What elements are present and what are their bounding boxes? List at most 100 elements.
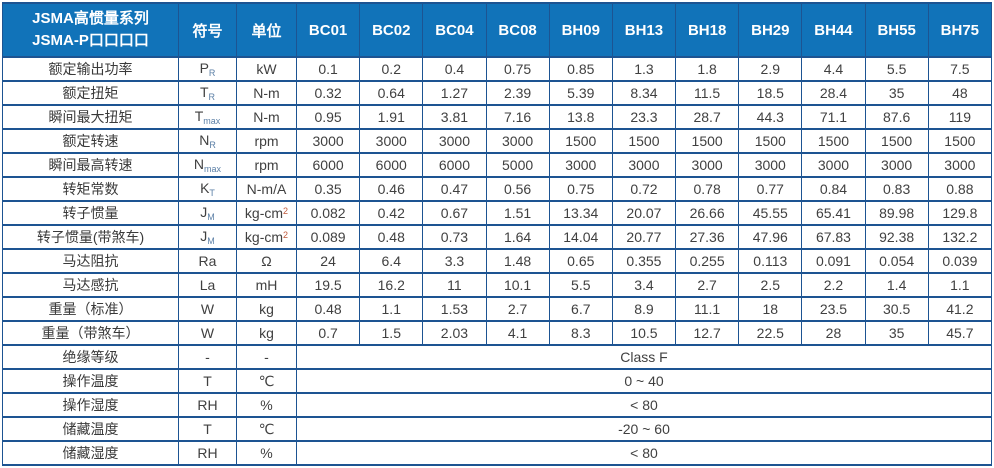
model-column-header: BH09	[548, 2, 613, 58]
value-cell: 6000	[359, 152, 424, 178]
symbol-cell: W	[178, 320, 237, 346]
value-cell: 3000	[801, 152, 866, 178]
value-cell: 18.5	[738, 80, 803, 106]
value-cell: 0.4	[422, 56, 487, 82]
value-cell: 23.5	[801, 296, 866, 322]
row-label: 储藏湿度	[2, 440, 179, 466]
value-cell: 3000	[359, 128, 424, 154]
symbol-cell: W	[178, 296, 237, 322]
model-column-header: BH18	[675, 2, 740, 58]
value-cell: 3000	[738, 152, 803, 178]
unit-superscript: 2	[283, 230, 289, 240]
value-cell: 1500	[738, 128, 803, 154]
row-label: 额定转速	[2, 128, 179, 154]
value-cell: 10.1	[485, 272, 550, 298]
value-cell: 71.1	[801, 104, 866, 130]
value-cell: 0.46	[359, 176, 424, 202]
table-row: 储藏湿度 RH% < 80	[2, 440, 992, 466]
value-cell: 89.98	[864, 200, 929, 226]
value-cell: 13.34	[548, 200, 613, 226]
table-row: 额定输出功率 PR kW 0.1 0.2 0.4 0.75 0.85 1.3 1.8 2.9 4.4 5…	[2, 56, 993, 82]
unit-cell: ℃	[236, 416, 297, 442]
symbol-cell: RH	[178, 392, 237, 418]
symbol-subscript: max	[204, 164, 222, 174]
value-cell: 1.53	[422, 296, 487, 322]
value-cell: 132.2	[927, 224, 993, 250]
value-cell: 1.91	[359, 104, 424, 130]
value-cell: 6.7	[548, 296, 613, 322]
value-cell: 10.5	[611, 320, 677, 346]
value-cell: 67.83	[801, 224, 866, 250]
value-cell: 5.39	[548, 80, 613, 106]
value-cell: 0.72	[611, 176, 677, 202]
value-cell: 0.84	[801, 176, 866, 202]
value-cell: 0.32	[295, 80, 361, 106]
row-label: 转子惯量(带煞车)	[2, 224, 179, 250]
value-cell: 1500	[548, 128, 613, 154]
value-cell: 0.78	[675, 176, 740, 202]
value-cell: 119	[927, 104, 993, 130]
span-value-cell: < 80	[296, 392, 992, 418]
value-cell: 22.5	[738, 320, 803, 346]
unit-cell: -	[236, 344, 297, 370]
row-label: 瞬间最高转速	[2, 152, 179, 178]
symbol-cell: KT	[178, 176, 237, 202]
table-row: 瞬间最大扭矩 Tmax N-m 0.95 1.91 3.81 7.16 13.8 23.3 28.…	[2, 104, 993, 130]
value-cell: 3000	[611, 152, 677, 178]
model-column-header: BH44	[801, 2, 866, 58]
value-cell: 92.38	[864, 224, 929, 250]
value-cell: 13.8	[548, 104, 613, 130]
value-cell: 1500	[801, 128, 866, 154]
value-cell: 2.2	[801, 272, 866, 298]
value-cell: 0.113	[738, 248, 803, 274]
value-cell: 0.83	[864, 176, 929, 202]
table-row: 瞬间最高转速 Nmax rpm 6000 6000 6000 5000 3000 3000 300…	[2, 152, 993, 178]
value-cell: 4.1	[485, 320, 550, 346]
value-cell: 2.03	[422, 320, 487, 346]
unit-cell: kg-cm2	[236, 200, 297, 226]
value-cell: 3000	[422, 128, 487, 154]
value-cell: 0.082	[295, 200, 361, 226]
value-cell: 0.95	[295, 104, 361, 130]
value-cell: 1.48	[485, 248, 550, 274]
value-cell: 3000	[548, 152, 613, 178]
value-cell: 1.64	[485, 224, 550, 250]
symbol-cell: T	[178, 368, 237, 394]
value-cell: 2.9	[738, 56, 803, 82]
unit-superscript: 2	[283, 206, 289, 216]
symbol-cell: PR	[178, 56, 237, 82]
value-cell: 28.7	[675, 104, 740, 130]
row-label: 储藏温度	[2, 416, 179, 442]
row-label: 额定输出功率	[2, 56, 179, 82]
value-cell: 27.36	[675, 224, 740, 250]
value-cell: 5.5	[864, 56, 929, 82]
series-title-line2: JSMA-P口口口口	[32, 32, 149, 49]
symbol-cell: Nmax	[178, 152, 237, 178]
unit-cell: kW	[236, 56, 297, 82]
value-cell: 3.81	[422, 104, 487, 130]
value-cell: 23.3	[611, 104, 677, 130]
value-cell: 41.2	[927, 296, 993, 322]
value-cell: 0.2	[359, 56, 424, 82]
row-label: 绝缘等级	[2, 344, 179, 370]
value-cell: 0.56	[485, 176, 550, 202]
table-row: 操作湿度 RH% < 80	[2, 392, 992, 418]
value-cell: 12.7	[675, 320, 740, 346]
row-label: 马达感抗	[2, 272, 179, 298]
row-label: 瞬间最大扭矩	[2, 104, 179, 130]
value-cell: 1.8	[675, 56, 740, 82]
value-cell: 35	[864, 320, 929, 346]
table-row: 额定扭矩 TR N-m 0.32 0.64 1.27 2.39 5.39 8.34 11.5 18.…	[2, 80, 993, 106]
value-cell: 0.48	[359, 224, 424, 250]
symbol-subscript: R	[208, 68, 216, 78]
value-cell: 129.8	[927, 200, 993, 226]
value-cell: 0.039	[927, 248, 993, 274]
table-row: 绝缘等级 - - Class F	[2, 344, 992, 370]
value-cell: 3000	[675, 152, 740, 178]
unit-cell: ℃	[236, 368, 297, 394]
value-cell: 0.67	[422, 200, 487, 226]
symbol-cell: NR	[178, 128, 237, 154]
value-cell: 1.1	[927, 272, 993, 298]
